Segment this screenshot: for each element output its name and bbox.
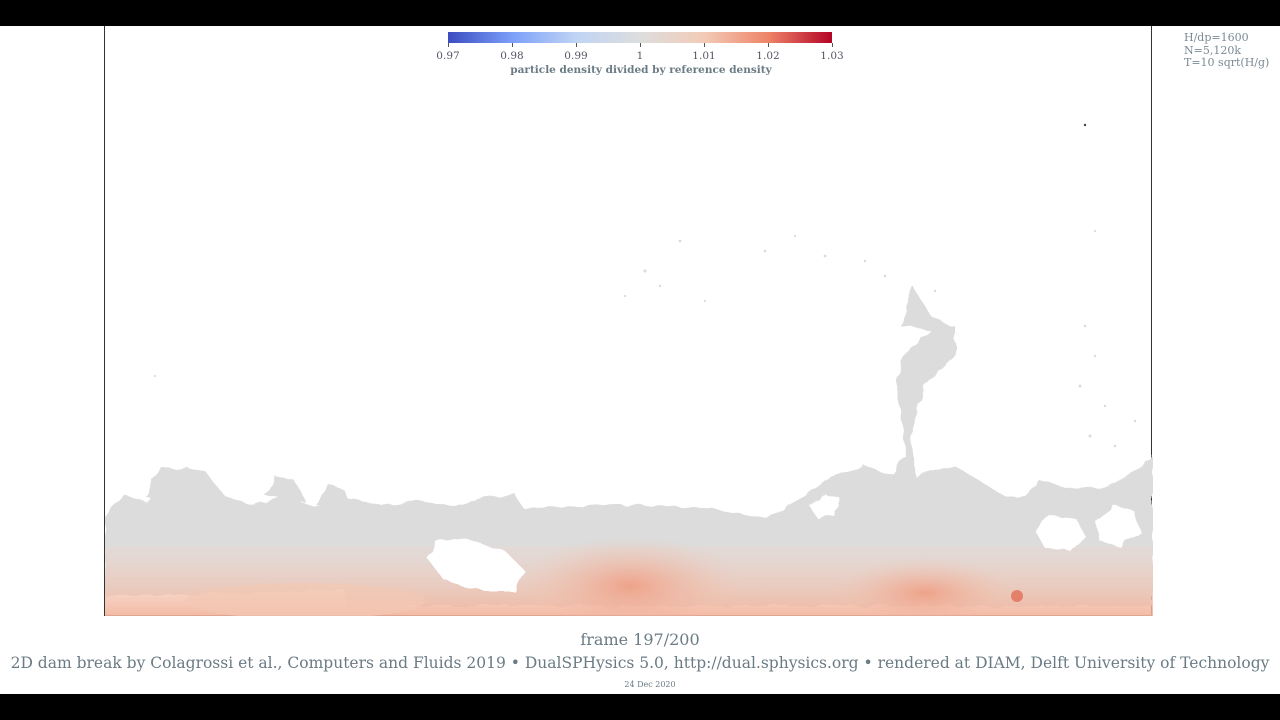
colorbar-tick-mark	[576, 43, 577, 47]
credits-line: 2D dam break by Colagrossi et al., Compu…	[10, 654, 1270, 672]
render-date: 24 Dec 2020	[624, 680, 676, 689]
colorbar-gradient	[448, 32, 832, 43]
wave-body	[105, 286, 1153, 616]
droplets	[153, 123, 1137, 448]
colorbar-tick-label: 0.97	[436, 50, 460, 62]
colorbar-label: particle density divided by reference de…	[510, 64, 772, 76]
video-frame: 0.97 0.98 0.99 1 1.01 1.02 1.03 particle densi…	[0, 26, 1280, 694]
colorbar-tick-label: 0.98	[500, 50, 524, 62]
simulation-tank	[104, 26, 1153, 616]
param-resolution: H/dp=1600	[1184, 31, 1249, 44]
colorbar-tick-mark	[640, 43, 641, 47]
colorbar-tick-label: 1	[636, 50, 644, 62]
fluid-density-field	[105, 123, 1153, 616]
colorbar-tick-mark	[512, 43, 513, 47]
param-time: T=10 sqrt(H/g)	[1184, 56, 1270, 69]
colorbar-tick-mark	[832, 43, 833, 47]
colorbar-tick-label: 1.01	[692, 50, 716, 62]
colorbar-tick-mark	[448, 43, 449, 47]
colorbar-tick-mark	[768, 43, 769, 47]
simulation-parameters: H/dp=1600 N=5,120k T=10 sqrt(H/g)	[1184, 31, 1270, 70]
frame-counter: frame 197/200	[580, 630, 700, 649]
colorbar-tick-label: 1.02	[756, 50, 780, 62]
colorbar-tick-mark	[704, 43, 705, 47]
colorbar-tick-label: 0.99	[564, 50, 588, 62]
colorbar-legend: 0.97 0.98 0.99 1 1.01 1.02 1.03 particle densi…	[436, 32, 846, 92]
param-particle-count: N=5,120k	[1184, 43, 1241, 57]
colorbar-tick-label: 1.03	[820, 50, 844, 62]
